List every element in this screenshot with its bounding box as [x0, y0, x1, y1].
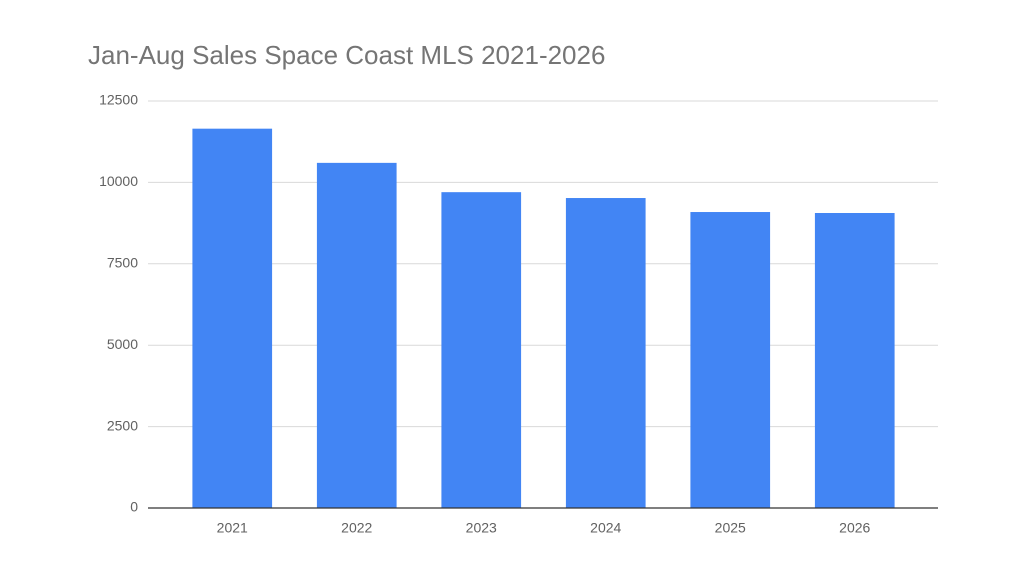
bar — [192, 128, 273, 508]
y-tick-label: 0 — [130, 499, 138, 515]
bar — [565, 198, 646, 508]
x-tick-label: 2024 — [590, 520, 621, 536]
x-tick-label: 2022 — [341, 520, 372, 536]
y-tick-label: 10000 — [99, 173, 138, 189]
x-tick-label: 2025 — [715, 520, 746, 536]
bar — [316, 162, 397, 508]
x-tick-label: 2023 — [466, 520, 497, 536]
y-tick-label: 2500 — [107, 417, 138, 433]
x-tick-label: 2026 — [839, 520, 870, 536]
bar — [814, 213, 895, 508]
chart-title: Jan-Aug Sales Space Coast MLS 2021-2026 — [88, 40, 605, 70]
x-tick-label: 2021 — [217, 520, 248, 536]
y-tick-label: 7500 — [107, 255, 138, 271]
bar — [441, 192, 522, 508]
y-tick-label: 5000 — [107, 336, 138, 352]
bar — [690, 212, 771, 508]
y-tick-label: 12500 — [99, 92, 138, 108]
